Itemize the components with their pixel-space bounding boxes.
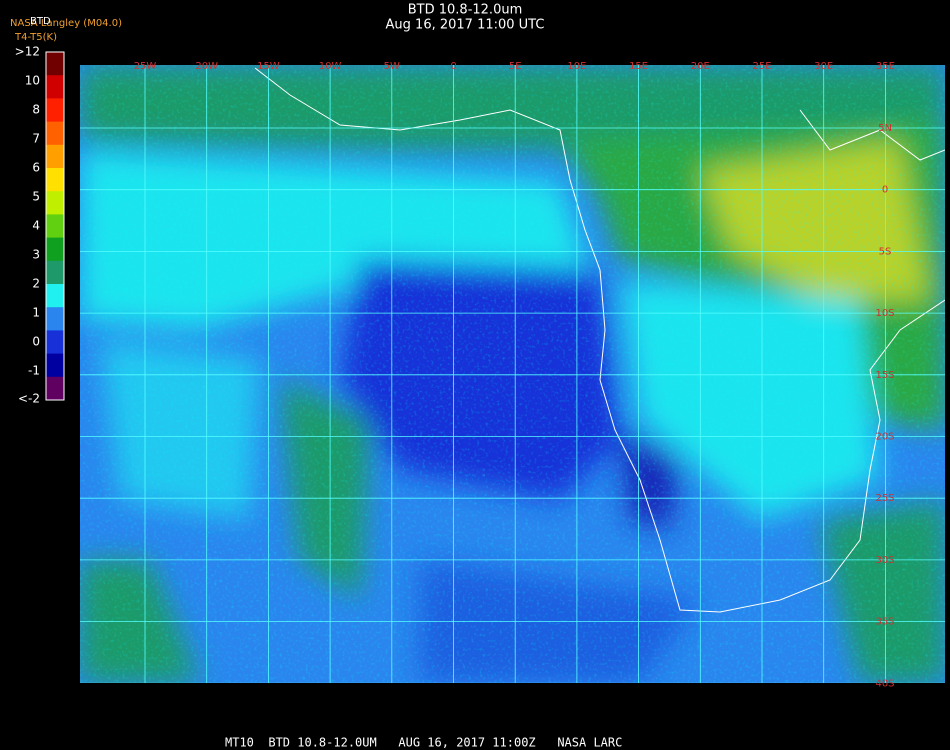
latitude-label: 5N xyxy=(878,123,892,134)
legend-swatch xyxy=(46,237,64,262)
longitude-label: 30E xyxy=(814,61,833,72)
latitude-label: 40S xyxy=(875,678,894,689)
legend-swatch xyxy=(46,284,64,308)
legend-label: 4 xyxy=(32,219,40,233)
longitude-label: 15E xyxy=(629,61,648,72)
datetime: Aug 16, 2017 11:00 UTC xyxy=(386,18,545,33)
legend-label: 0 xyxy=(32,335,40,349)
latitude-label: 10S xyxy=(875,308,894,319)
legend-swatch xyxy=(46,191,64,215)
longitude-label: 10E xyxy=(567,61,586,72)
legend-swatch xyxy=(46,330,64,355)
legend-swatch xyxy=(46,376,64,401)
footer-caption: MT10 BTD 10.8-12.0UM AUG 16, 2017 11:00Z… xyxy=(225,736,622,750)
longitude-label: 10W xyxy=(319,61,342,72)
units: T4-T5(K) xyxy=(14,32,57,43)
longitude-label: 25E xyxy=(752,61,771,72)
legend-swatch xyxy=(46,75,64,99)
legend-swatch xyxy=(46,214,64,239)
legend-label: 6 xyxy=(32,161,40,175)
longitude-label: 25W xyxy=(134,61,157,72)
latitude-label: 0 xyxy=(882,185,888,196)
legend-label: 10 xyxy=(25,74,40,88)
legend-label: 3 xyxy=(32,248,40,262)
legend-label: 7 xyxy=(32,132,40,146)
longitude-label: 35E xyxy=(876,61,895,72)
legend-label: >12 xyxy=(15,45,40,59)
title: BTD 10.8-12.0um xyxy=(408,3,523,18)
longitude-label: 5E xyxy=(509,61,522,72)
legend-border xyxy=(45,51,65,401)
latitude-label: 5S xyxy=(879,246,892,257)
legend-label: 8 xyxy=(32,103,40,117)
latitude-label: 35S xyxy=(875,617,894,628)
legend-swatch xyxy=(46,98,64,123)
latitude-label: 30S xyxy=(875,555,894,566)
longitude-label: 0 xyxy=(450,61,456,72)
legend-swatch xyxy=(46,121,64,146)
legend-label: 1 xyxy=(32,306,40,320)
longitude-label: 15W xyxy=(257,61,280,72)
source: NASA Langley (M04.0) xyxy=(10,18,122,29)
longitude-label: 20E xyxy=(691,61,710,72)
product: BTD xyxy=(30,16,51,27)
legend-label: 2 xyxy=(32,277,40,291)
legend-label: <-2 xyxy=(18,392,40,406)
legend-swatch xyxy=(46,260,64,285)
longitude-label: 20W xyxy=(195,61,218,72)
satellite-image xyxy=(80,65,945,683)
legend-swatch xyxy=(46,168,64,192)
legend-label: -1 xyxy=(28,364,40,378)
legend-swatch xyxy=(46,144,64,169)
longitude-label: 5W xyxy=(384,61,400,72)
legend-swatch xyxy=(46,52,64,76)
legend-label: 5 xyxy=(32,190,40,204)
latitude-label: 15S xyxy=(875,370,894,381)
latitude-label: 20S xyxy=(875,432,894,443)
latitude-label: 25S xyxy=(875,493,894,504)
legend-swatch xyxy=(46,353,64,378)
legend-swatch xyxy=(46,307,64,331)
